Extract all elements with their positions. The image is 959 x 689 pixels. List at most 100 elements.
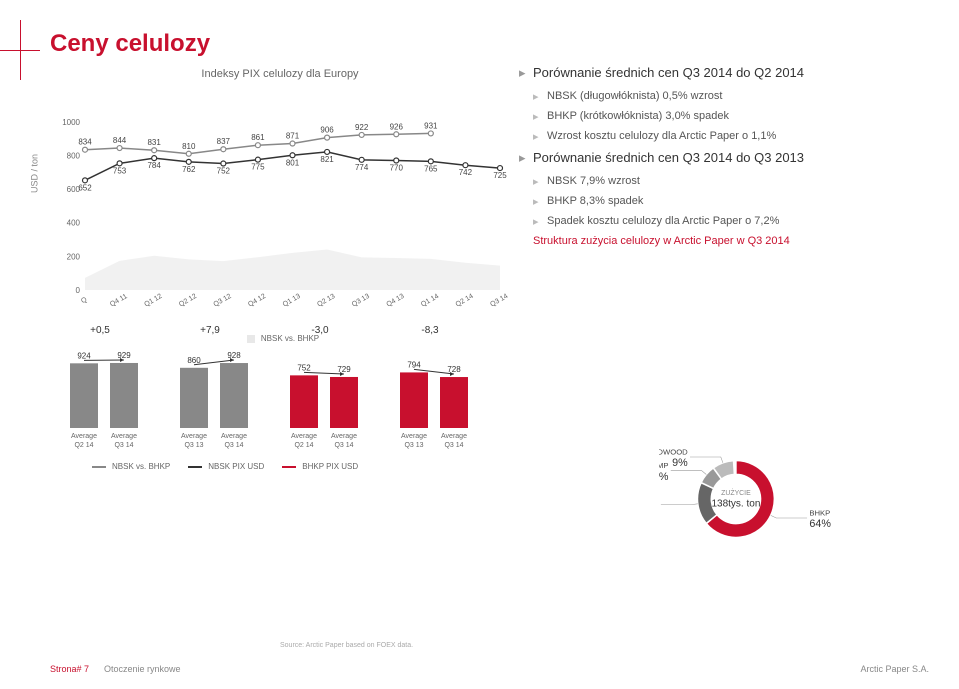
svg-text:774: 774 xyxy=(355,163,369,172)
svg-text:Average: Average xyxy=(221,433,247,440)
svg-text:Q: Q xyxy=(80,296,89,305)
svg-text:Q1 12: Q1 12 xyxy=(143,293,163,309)
bullet-item: Porównanie średnich cen Q3 2014 do Q2 20… xyxy=(519,65,939,80)
svg-text:Q2 12: Q2 12 xyxy=(178,293,198,309)
y-axis-label: USD / ton xyxy=(30,154,40,193)
page: Ceny celulozy Indeksy PIX celulozy dla E… xyxy=(0,0,959,689)
svg-text:Q4 11: Q4 11 xyxy=(109,293,129,308)
svg-text:400: 400 xyxy=(67,219,81,228)
svg-text:800: 800 xyxy=(67,151,81,160)
svg-text:Q4 12: Q4 12 xyxy=(247,293,267,309)
page-title: Ceny celulozy xyxy=(50,30,929,58)
bullet-list: Porównanie średnich cen Q3 2014 do Q2 20… xyxy=(519,65,939,247)
mini-chart: -8,3 794 Average Q3 13 728 Average Q3 14 xyxy=(380,318,480,458)
svg-text:-8,3: -8,3 xyxy=(421,325,439,336)
svg-text:831: 831 xyxy=(147,138,161,147)
mini-chart: +7,9 860 Average Q3 13 928 Average Q3 14 xyxy=(160,318,260,458)
svg-text:Q3 14: Q3 14 xyxy=(224,442,243,449)
svg-text:765: 765 xyxy=(424,164,438,173)
svg-text:+0,5: +0,5 xyxy=(90,325,110,336)
svg-text:Average: Average xyxy=(291,433,317,440)
section-name: Otoczenie rynkowe xyxy=(104,664,181,674)
svg-text:928: 928 xyxy=(227,351,241,360)
svg-text:Q3 13: Q3 13 xyxy=(351,293,371,309)
svg-text:725: 725 xyxy=(493,171,507,180)
svg-text:652: 652 xyxy=(78,183,92,192)
svg-text:753: 753 xyxy=(113,166,127,175)
svg-text:Q3 13: Q3 13 xyxy=(404,442,423,449)
line-chart-svg: 02004006008001000QQ4 11Q1 12Q2 12Q3 12Q4… xyxy=(50,85,510,325)
svg-text:906: 906 xyxy=(320,126,334,135)
bullet-item: NBSK 7,9% wzrost xyxy=(519,175,939,187)
svg-text:9%: 9% xyxy=(672,457,688,469)
svg-text:-3,0: -3,0 xyxy=(311,325,329,336)
svg-text:Average: Average xyxy=(401,433,427,440)
svg-text:860: 860 xyxy=(187,356,201,365)
struct-title: Struktura zużycia celulozy w Arctic Pape… xyxy=(519,235,939,247)
svg-text:Q3 14: Q3 14 xyxy=(114,442,133,449)
bullet-item: Spadek kosztu celulozy dla Arctic Paper … xyxy=(519,215,939,227)
line-chart: Indeksy PIX celulozy dla Europy USD / to… xyxy=(50,68,510,308)
svg-text:729: 729 xyxy=(337,365,351,374)
svg-text:Q3 13: Q3 13 xyxy=(184,442,203,449)
svg-text:929: 929 xyxy=(117,351,131,360)
svg-text:861: 861 xyxy=(251,133,265,142)
svg-text:Q2 14: Q2 14 xyxy=(74,442,93,449)
source-text: Source: Arctic Paper based on FOEX data. xyxy=(280,642,413,649)
svg-text:CTMP: CTMP xyxy=(659,461,668,470)
svg-text:Q3 14: Q3 14 xyxy=(489,293,509,309)
svg-text:Average: Average xyxy=(71,433,97,440)
svg-text:64%: 64% xyxy=(809,518,831,530)
bullet-item: BHKP 8,3% spadek xyxy=(519,195,939,207)
svg-text:+7,9: +7,9 xyxy=(200,325,220,336)
bullet-item: Porównanie średnich cen Q3 2014 do Q3 20… xyxy=(519,150,939,165)
svg-text:Q1 14: Q1 14 xyxy=(420,293,440,309)
chart-subtitle: Indeksy PIX celulozy dla Europy xyxy=(50,68,510,80)
svg-text:762: 762 xyxy=(182,165,196,174)
donut-svg: BHKP64%NBSK18%CTMP8%GROUNDWOOD9%ZUŻYCIE1… xyxy=(659,419,859,579)
donut-chart: BHKP64%NBSK18%CTMP8%GROUNDWOOD9%ZUŻYCIE1… xyxy=(659,419,859,579)
company-name: Arctic Paper S.A. xyxy=(860,664,929,674)
svg-text:871: 871 xyxy=(286,132,300,141)
svg-text:1000: 1000 xyxy=(62,118,80,127)
svg-text:834: 834 xyxy=(78,138,92,147)
bullet-item: NBSK (długowłóknista) 0,5% wzrost xyxy=(519,90,939,102)
svg-text:752: 752 xyxy=(217,167,231,176)
bullet-item: Wzrost kosztu celulozy dla Arctic Paper … xyxy=(519,130,939,142)
svg-text:821: 821 xyxy=(320,155,334,164)
svg-text:BHKP: BHKP xyxy=(809,509,830,518)
svg-text:200: 200 xyxy=(67,252,81,261)
svg-text:Average: Average xyxy=(181,433,207,440)
svg-text:728: 728 xyxy=(447,365,461,374)
svg-text:Q2 13: Q2 13 xyxy=(316,293,336,309)
svg-text:Q2 14: Q2 14 xyxy=(294,442,313,449)
svg-text:Q2 14: Q2 14 xyxy=(455,293,475,309)
bullet-item: BHKP (krótkowłóknista) 3,0% spadek xyxy=(519,110,939,122)
svg-text:Q4 13: Q4 13 xyxy=(385,293,405,309)
svg-text:810: 810 xyxy=(182,142,196,151)
mini-chart: +0,5924AverageQ2 14929AverageQ3 14 xyxy=(50,318,150,458)
svg-text:775: 775 xyxy=(251,163,265,172)
svg-text:926: 926 xyxy=(390,122,404,131)
svg-text:794: 794 xyxy=(407,360,421,369)
footer: Strona# 7 Otoczenie rynkowe Arctic Paper… xyxy=(50,664,929,674)
svg-text:Q3 14: Q3 14 xyxy=(444,442,463,449)
svg-text:Q3 14: Q3 14 xyxy=(334,442,353,449)
svg-text:931: 931 xyxy=(424,121,438,130)
svg-text:Average: Average xyxy=(331,433,357,440)
svg-text:138tys. ton: 138tys. ton xyxy=(711,499,760,510)
svg-text:GROUNDWOOD: GROUNDWOOD xyxy=(659,448,688,457)
svg-text:Average: Average xyxy=(441,433,467,440)
svg-text:742: 742 xyxy=(459,168,473,177)
page-number: Strona# 7 xyxy=(50,664,89,674)
svg-text:Q1 13: Q1 13 xyxy=(282,293,302,309)
svg-text:922: 922 xyxy=(355,123,369,132)
svg-text:801: 801 xyxy=(286,158,300,167)
svg-text:844: 844 xyxy=(113,136,127,145)
svg-text:752: 752 xyxy=(297,363,311,372)
svg-text:784: 784 xyxy=(147,161,161,170)
svg-text:Q3 12: Q3 12 xyxy=(213,293,233,309)
mini-chart: -3,0 752 Average Q2 14 729 Average Q3 14 xyxy=(270,318,370,458)
svg-text:ZUŻYCIE: ZUŻYCIE xyxy=(721,488,751,497)
svg-text:Average: Average xyxy=(111,433,137,440)
